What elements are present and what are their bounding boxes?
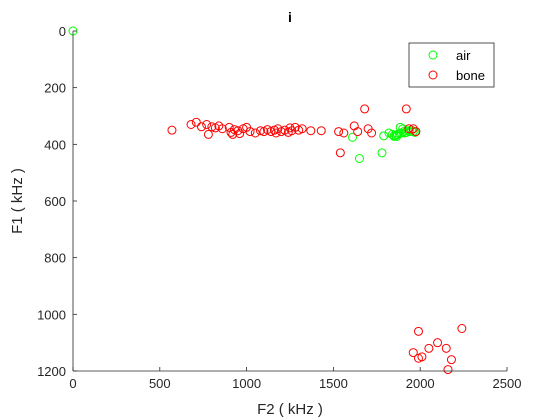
y-tick-label: 400 — [44, 137, 66, 152]
y-axis-label: F1 ( kHz ) — [9, 168, 26, 234]
y-tick-label: 800 — [44, 251, 66, 266]
y-tick-label: 200 — [44, 81, 66, 96]
y-tick-label: 1000 — [37, 307, 66, 322]
y-tick-label: 1200 — [37, 364, 66, 379]
x-tick-label: 1000 — [232, 376, 261, 391]
x-axis-label: F2 ( kHz ) — [257, 401, 323, 418]
legend: air bone — [409, 43, 494, 87]
y-tick-label: 600 — [44, 194, 66, 209]
chart-title: i — [288, 9, 292, 25]
legend-air-label: air — [456, 48, 471, 63]
x-tick-label: 0 — [69, 376, 76, 391]
legend-bone-label: bone — [456, 68, 485, 83]
x-tick-label: 500 — [149, 376, 171, 391]
x-tick-label: 2500 — [493, 376, 522, 391]
x-tick-label: 1500 — [319, 376, 348, 391]
y-tick-label: 0 — [59, 24, 66, 39]
x-tick-label: 2000 — [406, 376, 435, 391]
